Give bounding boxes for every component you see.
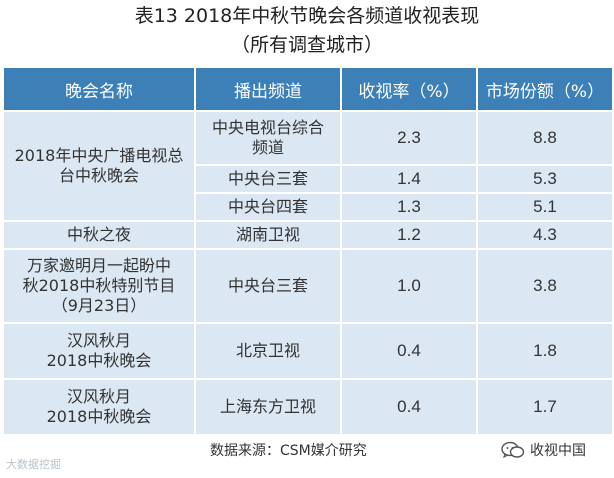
- header-channel: 播出频道: [194, 66, 342, 112]
- share-value: 1.7: [476, 378, 614, 436]
- table-row: 中央台三套 1.4 5.3: [3, 164, 614, 194]
- header-program: 晚会名称: [2, 66, 196, 112]
- program-name-line: 秋2018中秋特别节目: [22, 276, 176, 295]
- share-value: 8.8: [476, 110, 614, 166]
- program-name: 汉风秋月 2018中秋晚会: [2, 378, 196, 436]
- channel-name: 中央台三套: [194, 248, 342, 324]
- program-name-line: 2018中秋晚会: [46, 351, 152, 370]
- channel-name: 北京卫视: [194, 322, 342, 380]
- header-rating: 收视率（%）: [340, 66, 478, 112]
- rating-value: 1.3: [340, 192, 478, 222]
- data-source: 数据来源：CSM媒介研究: [210, 443, 367, 459]
- table-row: 2018年中央广播电视总台中秋晚会 中央电视台综合频道 2.3 8.8: [2, 110, 614, 222]
- share-value: 5.1: [476, 192, 614, 222]
- share-value: 1.8: [476, 322, 614, 380]
- table-row: 中秋之夜 湖南卫视 1.2 4.3: [2, 220, 614, 250]
- program-name-line: 汉风秋月: [66, 387, 131, 406]
- table-row: 万家邀明月一起盼中 秋2018中秋特别节目 （9月23日） 中央台三套 1.0 …: [2, 248, 614, 324]
- table-row: 汉风秋月 2018中秋晚会 上海东方卫视 0.4 1.7: [2, 378, 614, 436]
- table-title: 表13 2018年中秋节晚会各频道收视表现: [134, 5, 480, 27]
- table-header-row: 晚会名称 播出频道 收视率（%） 市场份额（%）: [2, 66, 614, 112]
- program-name: 2018年中央广播电视总台中秋晚会: [2, 110, 196, 222]
- share-value: 5.3: [476, 164, 614, 194]
- rating-value: 0.4: [340, 322, 478, 380]
- share-value: 4.3: [476, 220, 614, 250]
- table-row: 汉风秋月 2018中秋晚会 北京卫视 0.4 1.8: [2, 322, 614, 380]
- program-name-line: （9月23日）: [51, 296, 147, 315]
- program-name: 中秋之夜: [2, 220, 196, 250]
- channel-name: 中央台四套: [194, 192, 342, 222]
- table-row: 中央台四套 1.3 5.1: [3, 192, 614, 222]
- watermark-right-text: 收视中国: [530, 443, 586, 459]
- header-share: 市场份额（%）: [476, 66, 614, 112]
- rating-value: 0.4: [340, 378, 478, 436]
- rating-value: 1.2: [340, 220, 478, 250]
- program-name-line: 万家邀明月一起盼中: [26, 256, 171, 275]
- channel-name: 上海东方卫视: [194, 378, 342, 436]
- wechat-icon: [500, 441, 526, 459]
- program-name: 万家邀明月一起盼中 秋2018中秋特别节目 （9月23日）: [2, 248, 196, 324]
- rating-value: 1.0: [340, 248, 478, 324]
- channel-name: 中央台三套: [194, 164, 342, 194]
- table-subtitle: （所有调查城市）: [230, 34, 383, 56]
- ratings-table: 晚会名称 播出频道 收视率（%） 市场份额（%） 2018年中央广播电视总台中秋…: [2, 66, 614, 436]
- channel-name: 中央电视台综合频道: [194, 110, 342, 166]
- program-name-line: 2018中秋晚会: [46, 407, 152, 426]
- watermark-left: 大数据挖掘: [6, 458, 61, 471]
- rating-value: 2.3: [340, 110, 478, 166]
- program-name: 汉风秋月 2018中秋晚会: [2, 322, 196, 380]
- channel-name: 湖南卫视: [194, 220, 342, 250]
- rating-value: 1.4: [340, 164, 478, 194]
- share-value: 3.8: [476, 248, 614, 324]
- program-name-line: 汉风秋月: [66, 331, 131, 350]
- watermark-right: 收视中国: [500, 440, 586, 460]
